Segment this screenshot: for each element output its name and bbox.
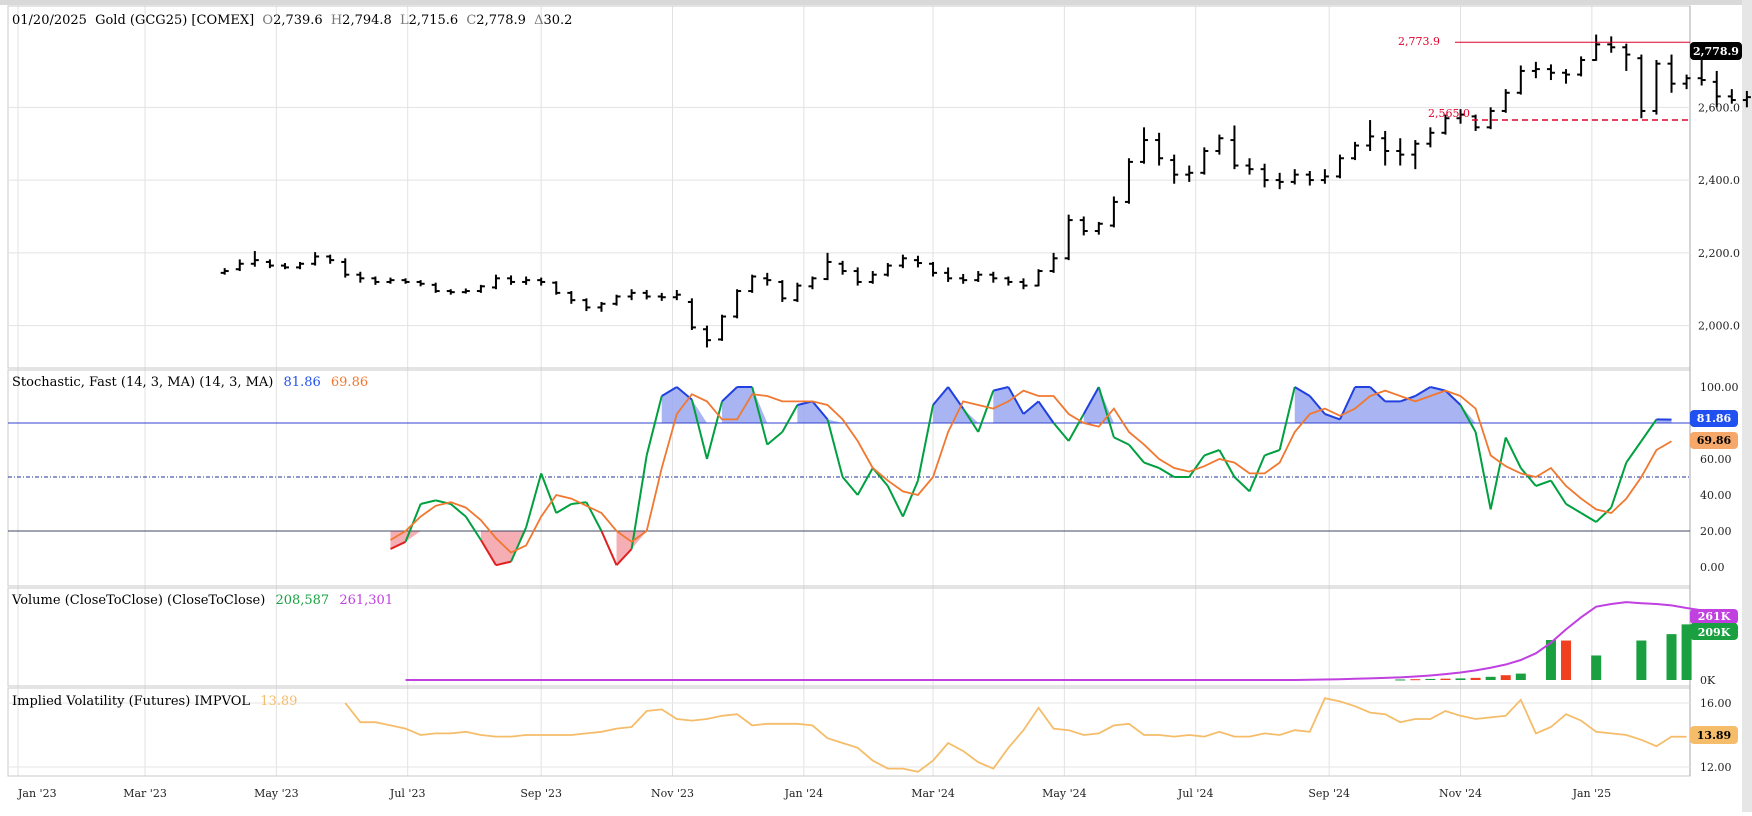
ivol-badge-text: 13.89 <box>1697 729 1731 742</box>
volume-bar <box>1395 679 1405 680</box>
x-axis-tick-label: Mar '23 <box>123 787 167 800</box>
x-axis-tick-label: Jan '24 <box>784 787 824 800</box>
high-value: 2,794.8 <box>342 13 392 28</box>
oi-badge-text: 261K <box>1698 610 1731 623</box>
last-price-badge: 2,778.9 <box>1690 42 1742 60</box>
swing-low-label: 2,565.0 <box>1428 107 1470 120</box>
close-value: 2,778.9 <box>476 13 526 28</box>
price-tick-label: 2,200.0 <box>1698 247 1740 260</box>
stoch-tick-label: 40.00 <box>1700 489 1732 502</box>
volume-bar <box>1516 674 1526 680</box>
window-top-strip <box>0 0 1752 5</box>
open-label: O <box>262 13 273 28</box>
low-value: 2,715.6 <box>409 13 459 28</box>
volume-tick-label: 0K <box>1700 674 1716 687</box>
header-symbol: Gold (GCG25) [COMEX] <box>95 13 254 28</box>
volume-bar <box>1501 675 1511 680</box>
header-date: 01/20/2025 <box>12 13 87 28</box>
volume-bar <box>1561 641 1571 680</box>
oi-badge: 261K <box>1690 609 1738 624</box>
x-axis-tick-label: Mar '24 <box>911 787 955 800</box>
open-interest-value: 261,301 <box>339 593 393 608</box>
last-price-badge-text: 2,778.9 <box>1693 45 1739 58</box>
stoch-tick-label: 60.00 <box>1700 453 1732 466</box>
stoch-tick-label: 0.00 <box>1700 561 1725 574</box>
ivol-title: Implied Volatility (Futures) IMPVOL <box>12 694 250 709</box>
x-axis-tick-label: Jan '25 <box>1572 787 1612 800</box>
volume-bar <box>1591 655 1601 680</box>
x-axis-tick-label: Sep '23 <box>520 787 562 800</box>
stoch-d-badge: 69.86 <box>1690 432 1738 449</box>
x-axis-tick-label: May '23 <box>254 787 299 800</box>
price-tick-label: 2,000.0 <box>1698 320 1740 333</box>
stoch-tick-label: 100.00 <box>1700 381 1739 394</box>
stoch-k-badge-text: 81.86 <box>1697 412 1732 425</box>
low-label: L <box>400 13 409 28</box>
x-axis-tick-label: Sep '24 <box>1308 787 1350 800</box>
stoch-d-value: 69.86 <box>331 375 368 390</box>
stoch-d-badge-text: 69.86 <box>1697 434 1732 447</box>
high-label: H <box>331 13 342 28</box>
volume-bar <box>1440 679 1450 680</box>
volume-bar <box>1636 641 1646 680</box>
price-tick-label: 2,400.0 <box>1698 174 1740 187</box>
x-axis-tick-label: May '24 <box>1042 787 1087 800</box>
open-value: 2,739.6 <box>273 13 323 28</box>
ivol-value: 13.89 <box>260 694 297 709</box>
volume-badge: 209K <box>1690 623 1738 640</box>
close-label: C <box>466 13 476 28</box>
volume-bar <box>1471 678 1481 680</box>
stoch-k-value: 81.86 <box>284 375 321 390</box>
change-value: 30.2 <box>543 13 572 28</box>
volume-badge-text: 209K <box>1698 626 1731 639</box>
volume-bar <box>1425 679 1435 680</box>
volume-bar <box>1456 678 1466 680</box>
price-header: 01/20/2025 Gold (GCG25) [COMEX] O2,739.6… <box>12 13 572 28</box>
stoch-header: Stochastic, Fast (14, 3, MA) (14, 3, MA)… <box>12 375 368 390</box>
x-axis-tick-label: Nov '24 <box>1439 787 1482 800</box>
swing-high-label: 2,773.9 <box>1398 35 1440 48</box>
ivol-badge: 13.89 <box>1690 726 1738 744</box>
x-axis-tick-label: Jul '24 <box>1177 787 1214 800</box>
right-scroll-strip[interactable] <box>1742 0 1752 812</box>
stoch-k-badge: 81.86 <box>1690 410 1738 427</box>
volume-bar <box>1486 677 1496 680</box>
volume-value: 208,587 <box>275 593 329 608</box>
stoch-title-line: Stochastic, Fast (14, 3, MA) (14, 3, MA)… <box>12 375 368 390</box>
header-line: 01/20/2025 Gold (GCG25) [COMEX] O2,739.6… <box>12 13 572 28</box>
x-axis-tick-label: Jan '23 <box>17 787 57 800</box>
x-axis-tick-label: Jul '23 <box>389 787 426 800</box>
change-label: Δ <box>534 13 543 28</box>
volume-bar <box>1410 679 1420 680</box>
stoch-tick-label: 20.00 <box>1700 525 1732 538</box>
ivol-tick-label: 12.00 <box>1700 761 1732 774</box>
volume-bar <box>1667 634 1677 680</box>
price-tick-label: 2,600.0 <box>1698 101 1740 114</box>
x-axis-tick-label: Nov '23 <box>651 787 694 800</box>
stoch-title: Stochastic, Fast (14, 3, MA) (14, 3, MA) <box>12 375 273 390</box>
volume-title: Volume (CloseToClose) (CloseToClose) <box>11 593 265 608</box>
ivol-tick-label: 16.00 <box>1700 697 1732 710</box>
